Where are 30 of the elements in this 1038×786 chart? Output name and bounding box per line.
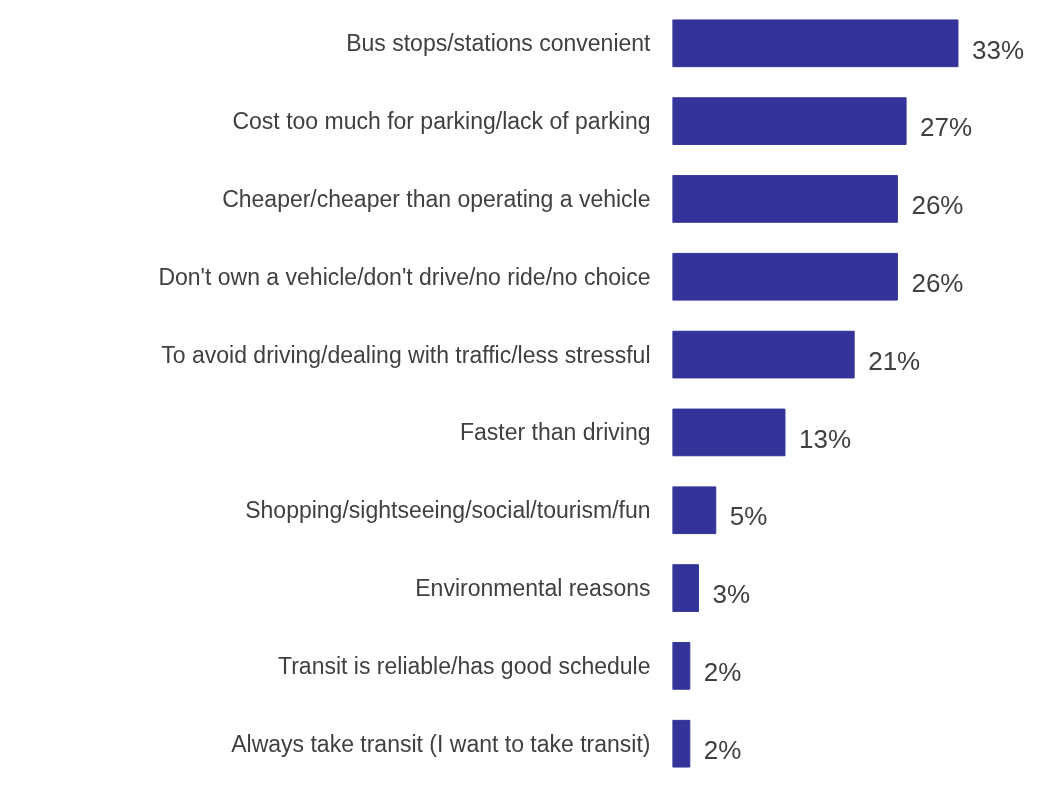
y-tick-label: Shopping/sightseeing/social/tourism/fun bbox=[245, 497, 651, 524]
bar bbox=[672, 642, 691, 690]
y-tick-label: Faster than driving bbox=[460, 419, 651, 446]
y-tick-label: Always take transit (I want to take transit) bbox=[231, 730, 651, 757]
data-label: 33% bbox=[971, 34, 1025, 65]
y-tick-label: To avoid driving/dealing with traffic/less stressful bbox=[161, 341, 651, 368]
bar bbox=[672, 564, 699, 612]
data-label: 2% bbox=[703, 734, 742, 765]
data-label: 27% bbox=[920, 112, 973, 143]
y-tick-label: Cheaper/cheaper than operating a vehicle bbox=[222, 185, 651, 212]
data-label: 26% bbox=[911, 190, 964, 221]
bar bbox=[672, 175, 898, 223]
data-label: 2% bbox=[703, 657, 742, 688]
bar bbox=[672, 19, 959, 68]
bar bbox=[672, 719, 691, 768]
data-label: 5% bbox=[729, 501, 768, 532]
data-label: 21% bbox=[868, 345, 921, 376]
y-tick-label: Transit is reliable/has good schedule bbox=[278, 652, 651, 679]
data-label: 13% bbox=[798, 423, 852, 454]
y-tick-label: Cost too much for parking/lack of parking bbox=[232, 108, 651, 135]
y-tick-label: Environmental reasons bbox=[415, 575, 651, 602]
y-tick-label: Don't own a vehicle/don't drive/no ride/no choice bbox=[158, 263, 651, 290]
bar bbox=[672, 486, 717, 535]
y-tick-label: Bus stops/stations convenient bbox=[346, 30, 652, 57]
bar bbox=[672, 408, 786, 457]
bar bbox=[672, 97, 907, 145]
data-label: 3% bbox=[712, 579, 751, 610]
bar bbox=[672, 252, 898, 301]
data-label: 26% bbox=[911, 267, 964, 298]
bar bbox=[672, 330, 855, 379]
